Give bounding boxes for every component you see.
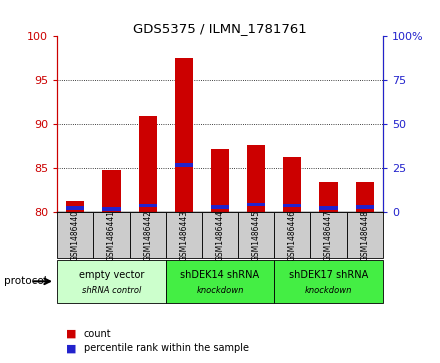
Bar xyxy=(166,260,274,303)
Text: GSM1486444: GSM1486444 xyxy=(216,209,224,261)
Text: GSM1486447: GSM1486447 xyxy=(324,209,333,261)
Text: GSM1486445: GSM1486445 xyxy=(252,209,260,261)
Text: protocol: protocol xyxy=(4,276,47,286)
Bar xyxy=(247,203,265,206)
Text: GSM1486440: GSM1486440 xyxy=(71,209,80,261)
Text: GSM1486442: GSM1486442 xyxy=(143,209,152,261)
Bar xyxy=(356,205,374,209)
Bar xyxy=(129,212,166,258)
Text: shRNA control: shRNA control xyxy=(82,286,141,295)
Text: GSM1486446: GSM1486446 xyxy=(288,209,297,261)
Bar xyxy=(211,205,229,209)
Bar xyxy=(211,149,229,212)
Bar xyxy=(93,212,129,258)
Bar xyxy=(66,201,84,212)
Bar xyxy=(139,115,157,212)
Text: knockdown: knockdown xyxy=(196,286,244,295)
Bar xyxy=(347,212,383,258)
Bar xyxy=(175,58,193,212)
Bar xyxy=(238,212,274,258)
Text: ■: ■ xyxy=(66,343,77,354)
Bar xyxy=(139,204,157,207)
Text: percentile rank within the sample: percentile rank within the sample xyxy=(84,343,249,354)
Bar xyxy=(166,212,202,258)
Text: count: count xyxy=(84,329,111,339)
Text: empty vector: empty vector xyxy=(79,270,144,280)
Text: ■: ■ xyxy=(66,329,77,339)
Text: GSM1486443: GSM1486443 xyxy=(180,209,188,261)
Bar xyxy=(283,157,301,212)
Bar xyxy=(274,212,311,258)
Bar xyxy=(66,206,84,210)
Bar xyxy=(311,212,347,258)
Bar xyxy=(57,212,93,258)
Text: shDEK14 shRNA: shDEK14 shRNA xyxy=(180,270,260,280)
Bar xyxy=(103,170,121,212)
Bar xyxy=(57,260,166,303)
Text: GSM1486448: GSM1486448 xyxy=(360,209,369,261)
Title: GDS5375 / ILMN_1781761: GDS5375 / ILMN_1781761 xyxy=(133,22,307,35)
Bar xyxy=(319,183,337,212)
Bar xyxy=(247,144,265,212)
Bar xyxy=(175,163,193,167)
Text: GSM1486441: GSM1486441 xyxy=(107,209,116,261)
Bar xyxy=(103,207,121,211)
Bar xyxy=(283,204,301,207)
Text: shDEK17 shRNA: shDEK17 shRNA xyxy=(289,270,368,280)
Bar xyxy=(274,260,383,303)
Bar xyxy=(319,206,337,210)
Text: knockdown: knockdown xyxy=(305,286,352,295)
Bar xyxy=(356,183,374,212)
Bar xyxy=(202,212,238,258)
